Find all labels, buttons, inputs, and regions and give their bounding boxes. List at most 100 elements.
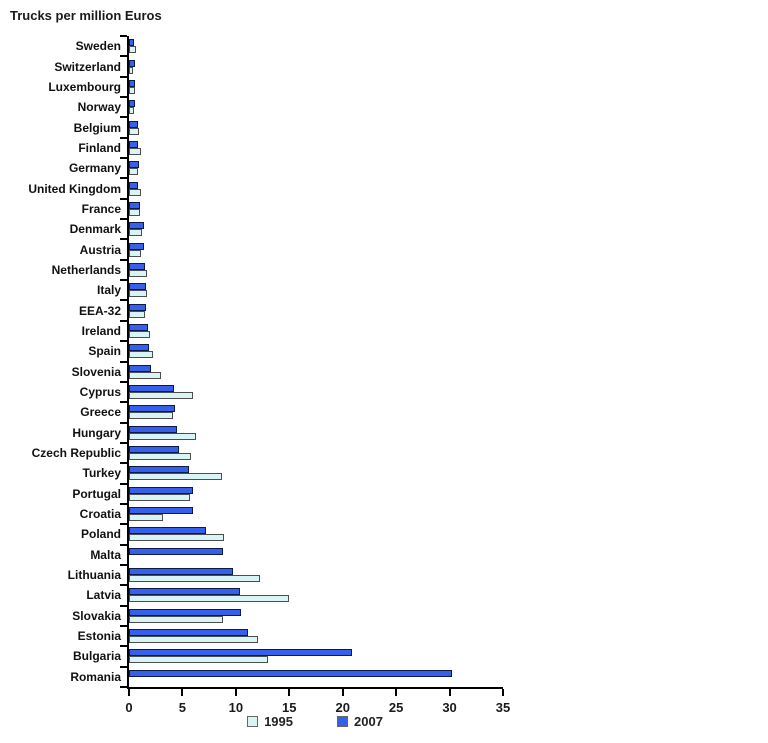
bar-2007-portugal [129,486,194,494]
category-label-bulgaria: Bulgaria [72,649,121,664]
y-axis-tick [120,136,127,139]
category-label-eea-32: EEA-32 [78,303,121,318]
category-label-austria: Austria [79,242,121,257]
legend: 1995 2007 [127,714,503,729]
bar-1995-belgium [129,127,139,135]
x-axis-label-25: 25 [388,700,404,715]
bar-1995-spain [129,351,153,359]
y-axis-tick [120,665,127,668]
legend-item-1995: 1995 [247,714,293,729]
y-axis-tick [120,116,127,119]
legend-swatch-2007 [337,716,348,727]
bar-1995-estonia [129,636,259,644]
bar-row-italy [129,280,503,300]
bar-row-germany [129,158,503,178]
x-axis-label-15: 15 [282,700,297,715]
category-label-sweden: Sweden [75,39,121,54]
bar-row-united-kingdom [129,178,503,198]
category-label-latvia: Latvia [86,588,121,603]
bar-row-slovenia [129,362,503,382]
y-axis-tick [120,584,127,587]
bar-1995-luxembourg [129,86,136,94]
category-label-netherlands: Netherlands [51,262,121,277]
x-axis-label-5: 5 [178,700,187,715]
y-axis-tick [120,75,127,78]
bar-1995-denmark [129,229,142,237]
bar-2007-estonia [129,629,248,637]
bar-2007-finland [129,140,138,148]
category-label-romania: Romania [70,669,121,684]
bar-row-estonia [129,626,503,646]
bar-row-luxembourg [129,77,503,97]
bar-2007-hungary [129,425,178,433]
category-label-ireland: Ireland [81,323,121,338]
y-axis-tick [120,197,127,200]
y-axis-tick [120,462,127,465]
bar-row-cyprus [129,382,503,402]
bar-1995-sweden [129,46,137,54]
bar-row-ireland [129,321,503,341]
category-label-spain: Spain [88,344,121,359]
bar-2007-denmark [129,222,144,230]
bar-row-portugal [129,484,503,504]
y-axis-tick [120,360,127,363]
bar-1995-lithuania [129,575,261,583]
category-label-portugal: Portugal [72,486,121,501]
category-label-estonia: Estonia [77,629,121,644]
bar-1995-slovenia [129,371,162,379]
y-axis-tick [120,604,127,607]
bar-2007-slovenia [129,364,152,372]
bar-1995-latvia [129,595,290,603]
bar-row-finland [129,138,503,158]
y-axis-tick [120,441,127,444]
category-label-denmark: Denmark [69,222,121,237]
bar-row-slovakia [129,606,503,626]
x-axis-label-20: 20 [335,700,350,715]
bar-row-croatia [129,504,503,524]
category-label-lithuania: Lithuania [67,568,121,583]
bar-row-spain [129,341,503,361]
bar-2007-austria [129,242,144,250]
bar-1995-france [129,208,140,216]
plot-area: 0 5 10 15 20 25 30 35 [120,35,510,715]
y-axis-tick [120,319,127,322]
y-axis-tick [120,96,127,99]
bar-missing-1995-malta [129,555,503,562]
bar-2007-poland [129,527,206,535]
x-axis-tick-0 [128,689,130,696]
bar-row-eea-32 [129,300,503,320]
legend-item-2007: 2007 [337,714,383,729]
bar-2007-sweden [129,39,135,47]
x-axis-tick-5 [181,689,184,696]
y-axis-tick [120,401,127,404]
legend-label-1995: 1995 [264,714,293,729]
bar-row-switzerland [129,56,503,76]
bar-row-czech-republic [129,443,503,463]
x-axis-label-35: 35 [495,700,511,715]
category-label-luxembourg: Luxembourg [48,79,121,94]
y-axis-tick [120,157,127,160]
y-axis-tick [120,340,127,343]
bar-2007-belgium [129,120,138,128]
bar-row-netherlands [129,260,503,280]
y-axis-tick [120,218,127,221]
bar-1995-ireland [129,330,151,338]
bar-1995-portugal [129,493,190,501]
x-axis-tick-30 [448,689,451,696]
category-label-slovenia: Slovenia [71,364,121,379]
bar-2007-france [129,201,140,209]
y-axis-tick [120,624,127,627]
bar-2007-bulgaria [129,649,353,657]
bar-2007-greece [129,405,175,413]
category-label-switzerland: Switzerland [54,59,121,74]
bar-row-france [129,199,503,219]
category-label-cyprus: Cyprus [79,385,121,400]
y-axis-tick [120,299,127,302]
bar-row-greece [129,402,503,422]
bar-1995-norway [129,107,135,115]
bar-1995-slovakia [129,615,224,623]
bar-1995-austria [129,249,141,257]
y-axis-tick [120,380,127,383]
bar-row-malta [129,545,503,565]
